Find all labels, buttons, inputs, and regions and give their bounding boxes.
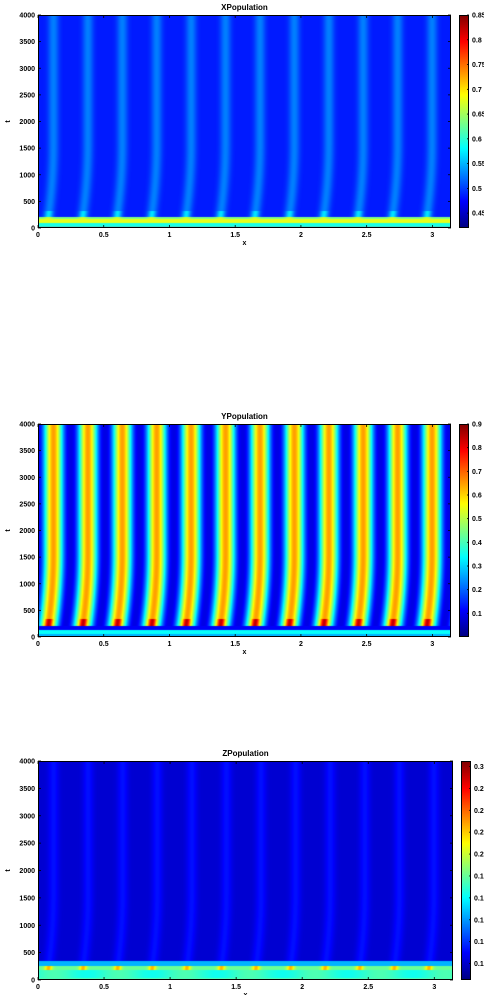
y-axis-label: t [5,120,12,123]
colorbar-tick-label: 0.3 [474,764,484,771]
colorbar-tick-label: 0.8 [472,445,482,452]
y-tick-label: 500 [23,608,35,615]
colorbar-tick-label: 0.5 [472,516,482,523]
x-axis-label: x [243,649,247,656]
colorbar-tick-label: 0.8 [472,37,482,44]
colorbar-tick-label: 0.6 [472,493,482,500]
colorbar [459,424,469,637]
colorbar-tick-label: 0.85 [472,13,484,20]
colorbar-tick-label: 0.1 [474,939,484,946]
y-tick-label: 2500 [19,92,35,99]
y-tick-label: 0 [31,978,35,985]
colorbar-tick-label: 0.1 [474,895,484,902]
colorbar-tick-label: 0.2 [474,852,484,859]
colorbar-tick-label: 0.3 [472,564,482,571]
x-tick-label: 1 [168,641,172,648]
x-tick-label: 1.5 [230,232,240,239]
y-tick-label: 2500 [19,841,35,848]
colorbar-tick-label: 0.5 [472,186,482,193]
y-tick-label: 1000 [19,172,35,179]
chart-title: YPopulation [221,412,268,421]
heatmap-image [38,761,453,980]
y-tick-label: 500 [23,950,35,957]
y-axis-label: t [5,869,12,872]
y-tick-label: 2500 [19,501,35,508]
colorbar [461,761,471,980]
y-tick-label: 4000 [19,13,35,20]
x-tick-label: 0.5 [99,984,109,991]
colorbar-tick-label: 0.9 [472,422,482,429]
heatmap-image [38,424,451,637]
y-tick-label: 4000 [19,759,35,766]
y-tick-label: 3000 [19,66,35,73]
x-tick-label: 2 [300,984,304,991]
colorbar-tick-label: 0.55 [472,161,484,168]
y-tick-label: 2000 [19,119,35,126]
y-tick-label: 3000 [19,475,35,482]
colorbar-tick-label: 0.7 [472,87,482,94]
y-tick-label: 4000 [19,422,35,429]
colorbar-tick-label: 0.75 [472,62,484,69]
x-tick-label: 0 [36,984,40,991]
x-tick-label: 2.5 [363,984,373,991]
y-tick-label: 3500 [19,39,35,46]
colorbar-tick-label: 0.2 [474,786,484,793]
colorbar-tick-label: 0.2 [474,808,484,815]
x-tick-label: 1 [168,984,172,991]
x-tick-label: 3 [430,232,434,239]
x-tick-label: 1.5 [230,641,240,648]
y-tick-label: 1500 [19,146,35,153]
x-tick-label: 3 [430,641,434,648]
y-tick-label: 0 [31,226,35,233]
x-axis-label: x [243,240,247,247]
x-tick-label: 0 [36,641,40,648]
chart-title: ZPopulation [222,749,268,758]
y-tick-label: 1000 [19,923,35,930]
y-tick-label: 1000 [19,581,35,588]
x-tick-label: 3 [432,984,436,991]
colorbar-tick-label: 0.1 [474,961,484,968]
y-tick-label: 3500 [19,786,35,793]
y-tick-label: 2000 [19,528,35,535]
colorbar-tick-label: 0.1 [474,917,484,924]
y-tick-label: 1500 [19,895,35,902]
colorbar-tick-label: 0.45 [472,211,484,218]
chart-title: XPopulation [221,3,268,12]
x-tick-label: 1 [168,232,172,239]
colorbar-tick-label: 0.2 [472,587,482,594]
colorbar-tick-label: 0.7 [472,469,482,476]
y-tick-label: 3000 [19,813,35,820]
colorbar [459,15,469,228]
heatmap-image [38,15,451,228]
y-tick-label: 0 [31,635,35,642]
y-tick-label: 1500 [19,555,35,562]
colorbar-tick-label: 0.6 [472,136,482,143]
x-tick-label: 2.5 [362,232,372,239]
x-tick-label: 2 [299,232,303,239]
y-tick-label: 2000 [19,868,35,875]
colorbar-tick-label: 0.65 [472,112,484,119]
colorbar-tick-label: 0.2 [474,830,484,837]
y-axis-label: t [5,529,12,532]
y-tick-label: 500 [23,199,35,206]
x-tick-label: 0.5 [99,232,109,239]
x-tick-label: 2.5 [362,641,372,648]
x-tick-label: 0 [36,232,40,239]
colorbar-tick-label: 0.4 [472,540,482,547]
colorbar-tick-label: 0.1 [474,873,484,880]
y-tick-label: 3500 [19,448,35,455]
colorbar-tick-label: 0.1 [472,611,482,618]
x-tick-label: 1.5 [231,984,241,991]
x-tick-label: 0.5 [99,641,109,648]
x-tick-label: 2 [299,641,303,648]
